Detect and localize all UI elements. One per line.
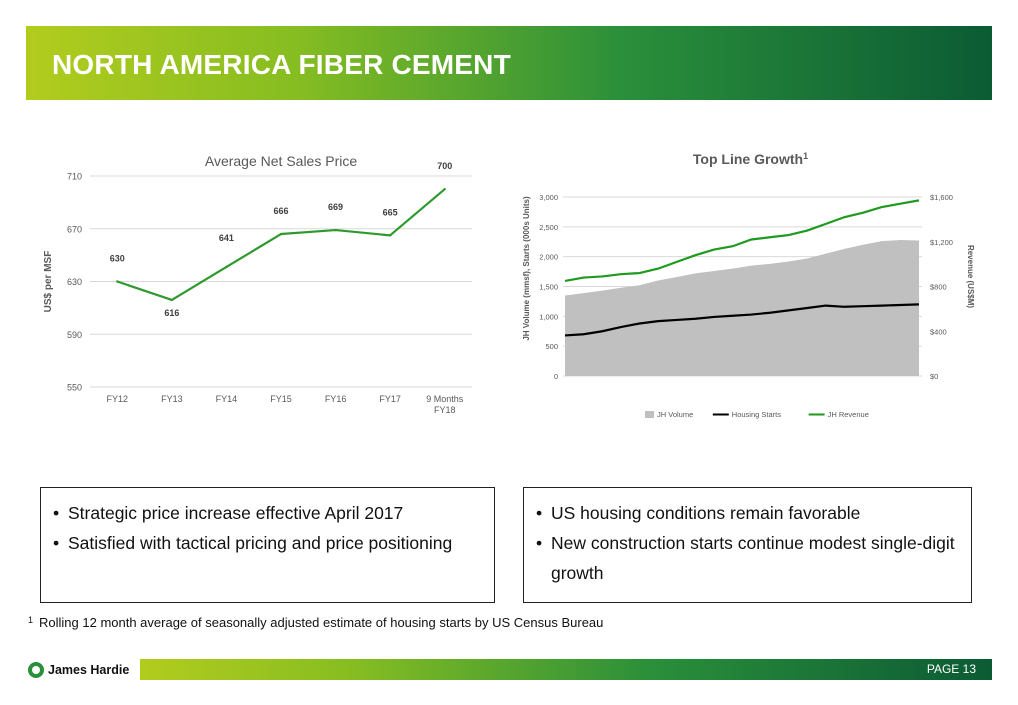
average-net-sales-price-chart: Average Net Sales Price 550 590 630 670 710 US…	[43, 153, 472, 415]
data-label: 665	[383, 207, 398, 217]
bullet-item: Strategic price increase effective April…	[41, 498, 494, 528]
y-tick-label: 500	[545, 342, 558, 351]
hardie-logo-icon	[28, 662, 44, 678]
data-label: 700	[437, 161, 452, 171]
chart-title: Top Line Growth1	[693, 151, 808, 167]
page-number: PAGE 13	[926, 662, 976, 676]
y-tick-label: 0	[554, 372, 558, 381]
data-label: 630	[110, 254, 125, 264]
x-tick-label: 9 Months FY18	[426, 394, 464, 415]
y2-tick-label: $1,200	[930, 238, 953, 247]
company-name: James Hardie	[48, 663, 130, 677]
y2-tick-label: $0	[930, 372, 938, 381]
pricing-bullets-box: Strategic price increase effective April…	[40, 487, 495, 603]
x-tick-label: FY16	[325, 394, 347, 404]
y-tick-label: 550	[67, 383, 82, 393]
page-title: NORTH AMERICA FIBER CEMENT	[52, 49, 511, 80]
title-banner: NORTH AMERICA FIBER CEMENT	[26, 26, 992, 100]
footnote-text: Rolling 12 month average of seasonally a…	[39, 615, 604, 630]
top-line-growth-chart: Top Line Growth1 0 500 1,000 1,500 2,000 2,500…	[522, 151, 975, 419]
y-tick-label: 1,500	[539, 283, 558, 292]
housing-starts-line	[564, 303, 920, 337]
chart-title: Average Net Sales Price	[205, 153, 357, 169]
data-point	[170, 298, 174, 302]
footnote-marker: 1	[28, 615, 34, 625]
y-tick-label: 670	[67, 224, 82, 234]
y2-tick-label: $400	[930, 327, 947, 336]
legend-label: Housing Starts	[732, 410, 781, 419]
jh-revenue-line	[564, 199, 920, 282]
data-point	[225, 265, 228, 269]
y-tick-label: 1,000	[539, 312, 558, 321]
y-axis-label: JH Volume (mmsf), Starts (000s Units)	[522, 196, 531, 341]
y-tick-label: 2,500	[539, 223, 558, 232]
data-point	[443, 187, 446, 191]
y-axis-label: US$ per MSF	[43, 251, 54, 313]
housing-bullets-box: US housing conditions remain favorable N…	[523, 487, 972, 603]
y-tick-label: 630	[67, 277, 82, 287]
data-label: 641	[219, 233, 234, 243]
y2-tick-label: $800	[930, 283, 947, 292]
y-tick-label: 710	[67, 172, 82, 182]
data-label: 669	[328, 202, 343, 212]
data-point	[334, 228, 337, 232]
legend-swatch	[645, 411, 654, 418]
x-tick-label: FY14	[216, 394, 238, 404]
data-label: 616	[164, 308, 179, 318]
footnote: 1 Rolling 12 month average of seasonally …	[28, 615, 603, 630]
x-tick-label: FY13	[161, 394, 183, 404]
bullet-item: US housing conditions remain favorable	[524, 498, 971, 528]
x-tick-label: FY12	[107, 394, 129, 404]
data-point	[116, 280, 119, 283]
data-point	[388, 234, 392, 237]
jh-volume-area	[565, 239, 919, 376]
y-tick-label: 3,000	[539, 193, 558, 202]
bullet-item: Satisfied with tactical pricing and pric…	[41, 528, 494, 558]
legend-label: JH Volume	[657, 410, 693, 419]
x-tick-label: FY15	[270, 394, 292, 404]
legend-label: JH Revenue	[828, 410, 869, 419]
y-tick-label: 590	[67, 330, 82, 340]
y-tick-label: 2,000	[539, 253, 558, 262]
y2-axis-label: Revenue (US$M)	[966, 245, 975, 308]
bullet-item: New construction starts continue modest …	[524, 528, 971, 588]
x-tick-label: FY17	[379, 394, 401, 404]
footer-bar: PAGE 13	[140, 659, 992, 680]
data-point	[279, 232, 283, 236]
company-logo: James Hardie	[28, 661, 129, 679]
y2-tick-label: $1,600	[930, 193, 953, 202]
data-label: 666	[273, 206, 288, 216]
